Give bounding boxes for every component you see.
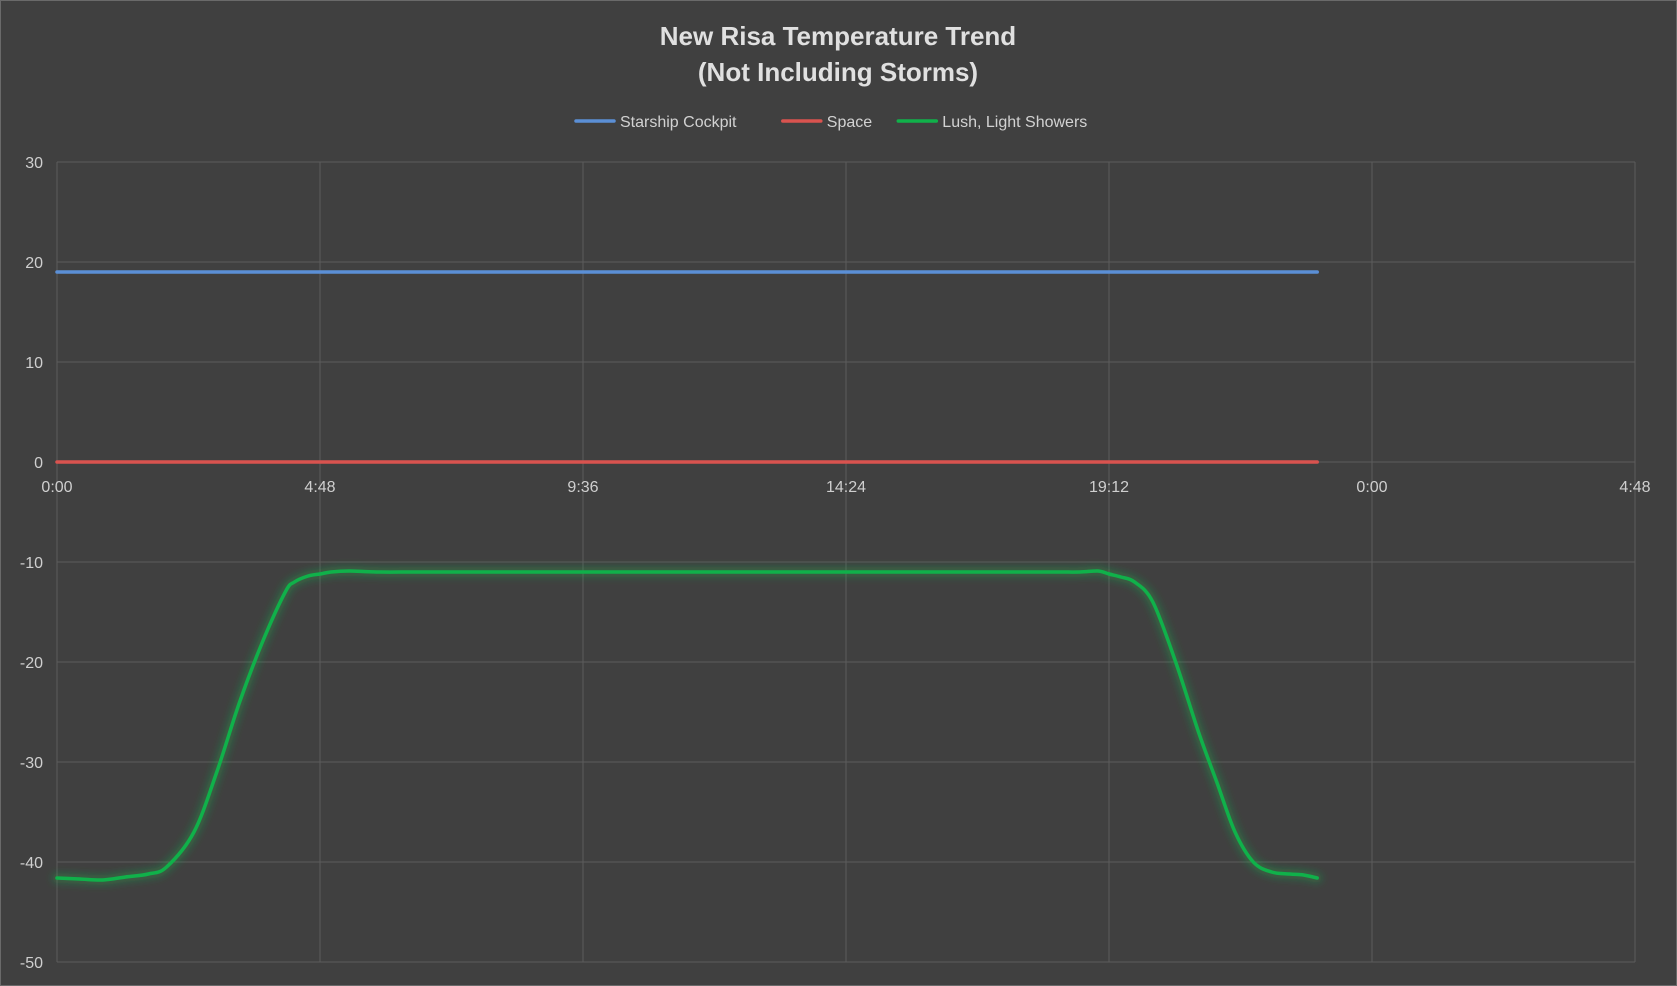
y-tick-label: -40 (20, 855, 43, 872)
y-tick-label: -20 (20, 655, 43, 672)
x-tick-label: 14:24 (826, 479, 866, 496)
y-tick-label: 0 (34, 455, 43, 472)
y-tick-label: 30 (25, 155, 43, 172)
x-tick-label: 9:36 (567, 479, 598, 496)
y-tick-label: 10 (25, 355, 43, 372)
gridlines (56, 161, 1636, 963)
series-glow-lush-light-showers (52, 565, 1323, 886)
legend-label-space: Space (827, 114, 872, 131)
legend-label-lush-light-showers: Lush, Light Showers (942, 114, 1087, 131)
x-tick-label: 0:00 (1356, 479, 1387, 496)
series-line-lush-light-showers (55, 569, 1319, 882)
y-tick-label: -50 (20, 955, 43, 972)
x-tick-label: 4:48 (304, 479, 335, 496)
x-axis-ticks: 0:00 4:48 9:36 14:24 19:12 0:00 4:48 (41, 479, 1650, 496)
y-tick-label: -10 (20, 555, 43, 572)
chart-subtitle: (Not Including Storms) (698, 57, 978, 87)
y-axis-ticks: 30 20 10 0 -10 -20 -30 -40 -50 (20, 155, 43, 972)
y-tick-label: 20 (25, 255, 43, 272)
series-lines (52, 267, 1323, 886)
legend-label-starship-cockpit: Starship Cockpit (620, 114, 737, 131)
chart-title: New Risa Temperature Trend (660, 21, 1016, 51)
legend: Starship Cockpit Space Lush, Light Showers (574, 114, 1087, 131)
x-tick-label: 19:12 (1089, 479, 1129, 496)
x-tick-label: 4:48 (1619, 479, 1650, 496)
y-tick-label: -30 (20, 755, 43, 772)
x-tick-label: 0:00 (41, 479, 72, 496)
